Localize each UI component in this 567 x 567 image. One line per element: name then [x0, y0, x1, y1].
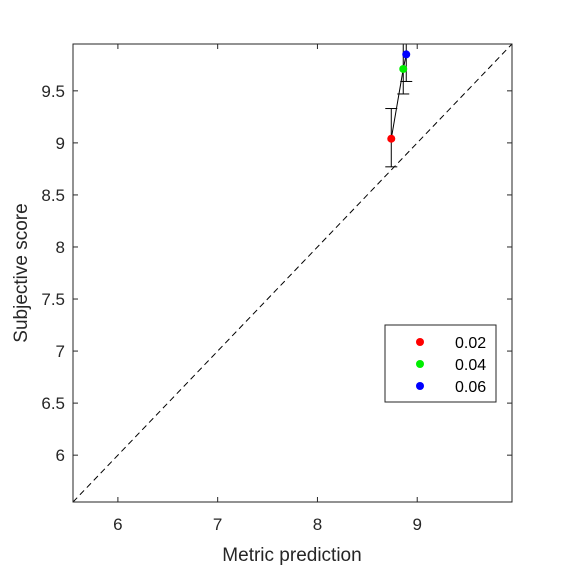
error-bar: [400, 44, 413, 82]
x-tick-label: 6: [113, 515, 122, 534]
legend-marker: [416, 360, 424, 368]
y-tick-label: 6: [56, 446, 65, 465]
reference-line-layer: [72, 43, 513, 503]
data-point: [399, 64, 408, 73]
plot-frame: [72, 43, 513, 503]
y-axis-label: Subjective score: [11, 203, 32, 342]
y-tick-label: 9.5: [41, 82, 65, 101]
y-tick-label: 6.5: [41, 394, 65, 413]
legend: 0.02 0.04 0.06: [384, 324, 497, 403]
y-tick-label: 7.5: [41, 290, 65, 309]
legend-marker: [416, 382, 424, 390]
x-tick-label: 9: [412, 515, 421, 534]
x-axis-label: Metric prediction: [222, 545, 361, 566]
y-tick-label: 8: [56, 238, 65, 257]
legend-marker: [416, 338, 424, 346]
legend-box: [384, 324, 497, 403]
legend-label: 0.06: [455, 379, 486, 396]
legend-entry: 0.04: [416, 357, 486, 374]
legend-entry: 0.02: [416, 335, 486, 352]
x-axis-ticks: 6 7 8 9: [113, 44, 422, 534]
y-axis-ticks: 6 6.5 7 7.5 8 8.5 9 9.5: [41, 82, 512, 465]
data-point-layer: [387, 50, 411, 143]
y-tick-label: 8.5: [41, 186, 65, 205]
x-tick-label: 8: [313, 515, 322, 534]
y-tick-label: 9: [56, 134, 65, 153]
identity-reference-line: [72, 43, 513, 503]
legend-label: 0.04: [455, 357, 486, 374]
legend-entry: 0.06: [416, 379, 486, 396]
legend-label: 0.02: [455, 335, 486, 352]
y-tick-label: 7: [56, 342, 65, 361]
data-point: [402, 50, 411, 59]
data-point: [387, 134, 396, 143]
x-tick-label: 7: [213, 515, 222, 534]
